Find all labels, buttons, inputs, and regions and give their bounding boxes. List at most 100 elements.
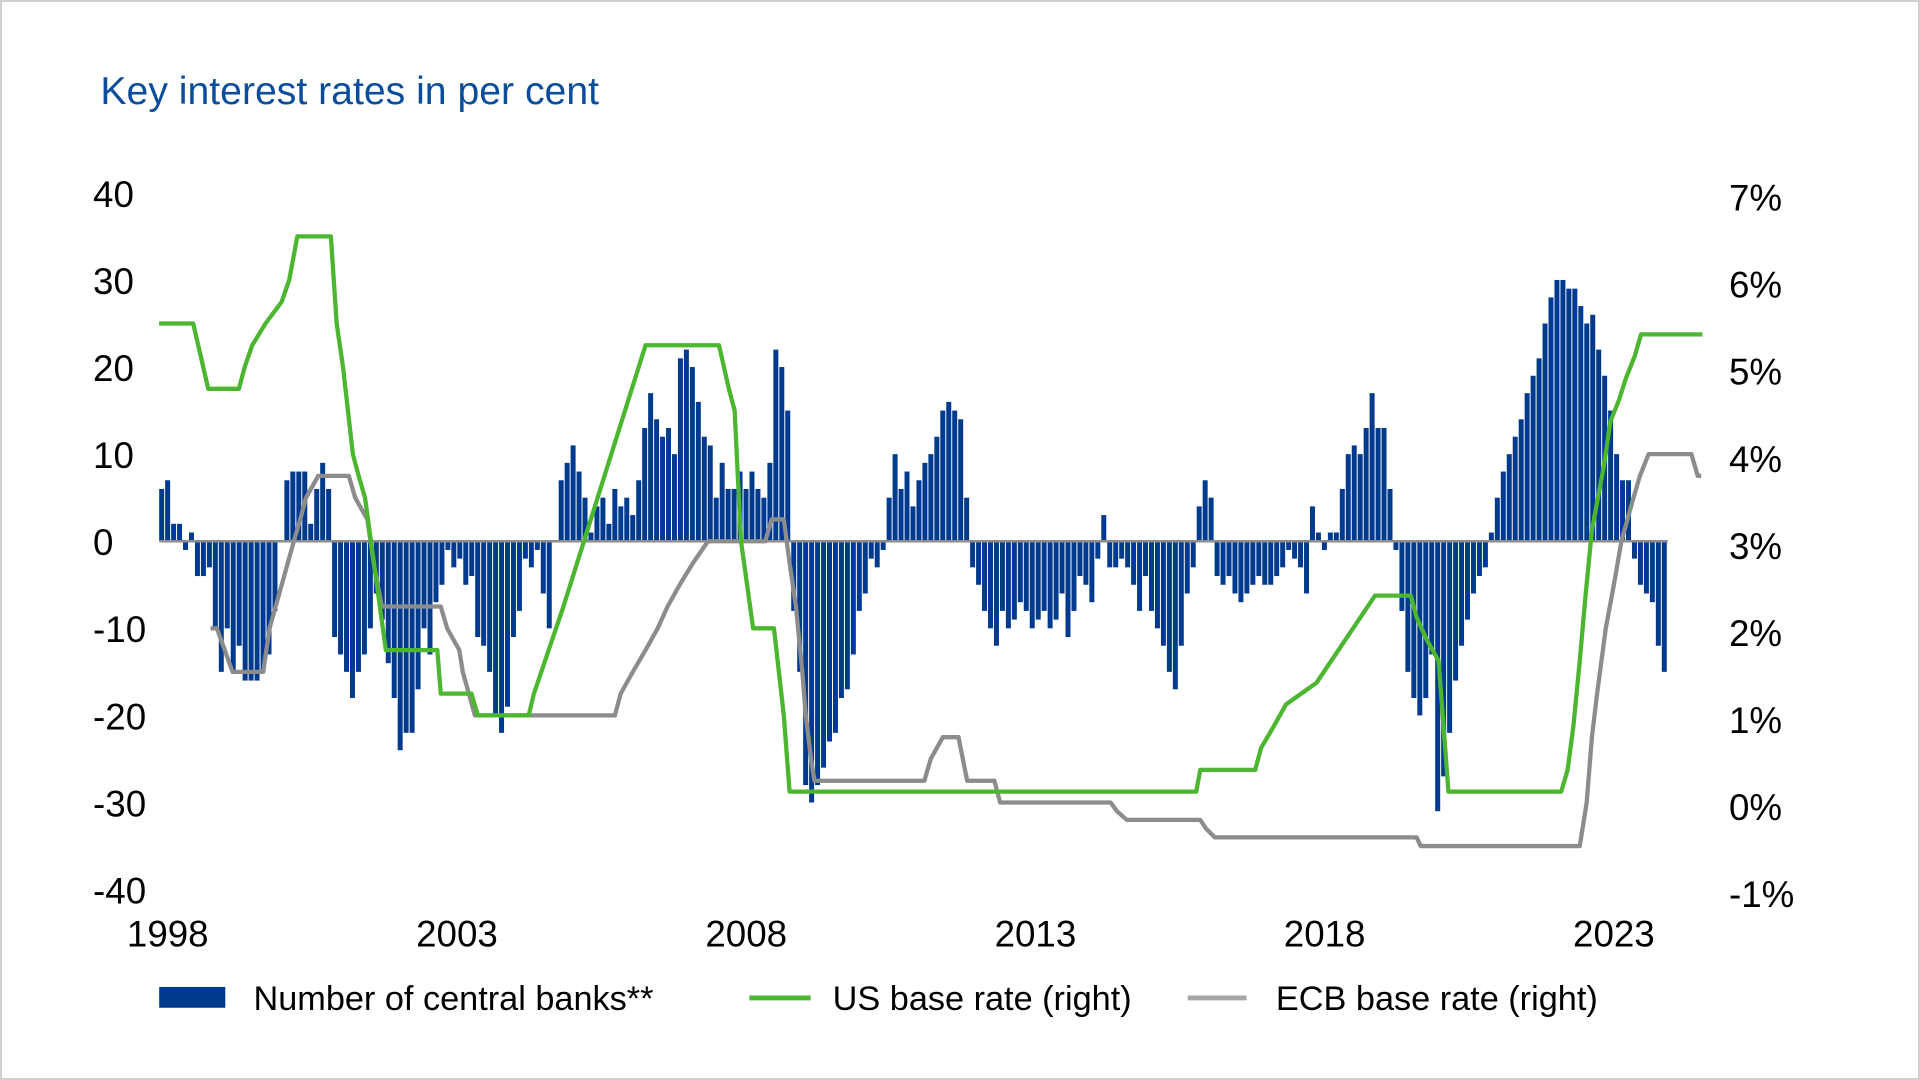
bar: [1554, 279, 1560, 542]
bar: [200, 541, 206, 577]
bar: [1196, 506, 1202, 542]
bar: [1238, 541, 1244, 603]
bar: [475, 541, 481, 638]
bar: [815, 541, 821, 786]
bar: [1286, 541, 1292, 550]
bar: [1423, 541, 1429, 698]
bar: [540, 541, 546, 594]
bar: [689, 367, 695, 542]
bar: [314, 488, 320, 542]
bar: [1476, 541, 1482, 577]
legend: Number of central banks** US base rate (…: [159, 980, 1598, 1018]
legend-label-ecb: ECB base rate (right): [1276, 980, 1598, 1018]
bar: [1381, 428, 1387, 542]
bar: [1053, 541, 1059, 620]
bar: [988, 541, 993, 629]
bar: [1268, 541, 1274, 585]
bar: [719, 462, 725, 542]
bar: [916, 480, 922, 542]
bar: [701, 436, 707, 542]
bar: [636, 480, 642, 542]
bar: [445, 541, 451, 550]
right-axis: 7% 6% 5% 4% 3% 2% 1% 0% -1%: [1729, 178, 1794, 915]
bar: [940, 410, 946, 542]
bar: [928, 454, 934, 542]
bar: [1113, 541, 1119, 568]
bar: [1005, 541, 1011, 629]
bar: [612, 488, 618, 542]
bar: [367, 541, 373, 629]
bar: [934, 436, 940, 542]
bar: [1590, 314, 1596, 542]
bar: [713, 497, 719, 542]
bar: [1470, 541, 1476, 594]
bar: [725, 488, 731, 542]
bar: [1274, 541, 1280, 577]
bar: [1172, 541, 1178, 690]
bar: [1154, 541, 1160, 629]
bar: [510, 541, 516, 638]
bar: [618, 506, 624, 542]
bar: [1125, 541, 1131, 568]
bar: [1178, 541, 1184, 646]
right-tick-label: 2%: [1729, 613, 1782, 654]
bar: [1542, 323, 1548, 542]
bar: [1292, 541, 1298, 559]
bar: [1482, 541, 1488, 568]
bar: [886, 497, 892, 542]
us-rate-line: [159, 234, 1703, 794]
bar: [964, 497, 970, 542]
bar: [522, 541, 528, 559]
bar: [266, 541, 272, 655]
bar: [1327, 532, 1333, 542]
bar: [212, 541, 218, 629]
bar: [349, 541, 355, 698]
left-axis: 40 30 20 10 0 -10 -20 -30 -40: [93, 174, 146, 911]
bar: [1387, 488, 1393, 542]
bar: [499, 541, 505, 733]
bar: [1065, 541, 1071, 638]
bar: [773, 349, 779, 542]
bar: [809, 541, 815, 803]
bar: [177, 523, 183, 542]
bar: [1131, 541, 1137, 585]
left-tick-label: -20: [93, 696, 146, 737]
bar: [1363, 428, 1369, 542]
bar: [683, 349, 689, 542]
bar: [230, 541, 236, 672]
x-tick-label: 1998: [127, 914, 209, 955]
bar: [755, 488, 761, 542]
right-tick-label: -1%: [1729, 874, 1794, 915]
bar: [1637, 541, 1643, 585]
bar: [1059, 541, 1065, 594]
bar: [1190, 541, 1196, 568]
bar: [1101, 515, 1107, 542]
bar: [1459, 541, 1465, 646]
right-tick-label: 0%: [1729, 787, 1782, 828]
bar: [1333, 532, 1339, 542]
bar: [1280, 541, 1286, 568]
bar: [1345, 454, 1351, 542]
bar: [946, 401, 952, 542]
bar: [779, 367, 785, 542]
bar: [1089, 541, 1095, 603]
bar: [403, 541, 409, 733]
bar: [844, 541, 850, 690]
bar: [487, 541, 493, 672]
bar: [1578, 306, 1584, 542]
bar: [832, 541, 838, 733]
bar: [1488, 532, 1494, 542]
bar: [1214, 541, 1220, 577]
bar: [1119, 541, 1125, 559]
bar: [1107, 541, 1113, 568]
bar: [320, 462, 326, 542]
bar: [1321, 541, 1327, 550]
bar: [224, 541, 230, 629]
bar: [761, 497, 767, 542]
bar: [493, 541, 499, 716]
bar: [1572, 288, 1578, 542]
chart-title: Key interest rates in per cent: [100, 70, 599, 113]
bar: [194, 541, 200, 577]
right-tick-label: 5%: [1729, 352, 1782, 393]
